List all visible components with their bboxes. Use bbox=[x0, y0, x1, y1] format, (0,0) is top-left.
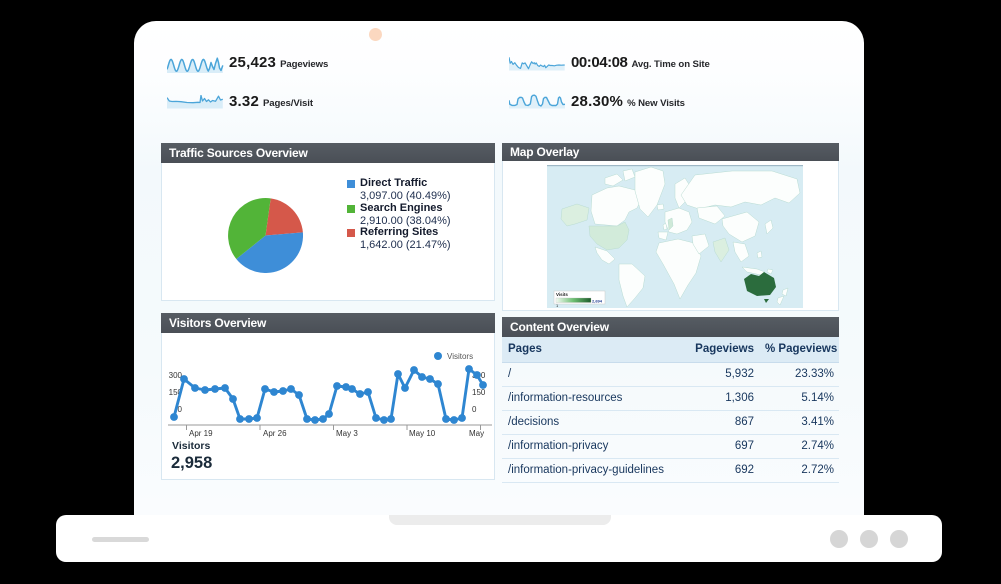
svg-text:150: 150 bbox=[472, 388, 486, 397]
svg-text:0: 0 bbox=[472, 405, 477, 414]
svg-text:May 3: May 3 bbox=[336, 429, 358, 438]
svg-text:2,694: 2,694 bbox=[592, 298, 603, 303]
svg-text:Visitors: Visitors bbox=[447, 352, 473, 361]
svg-text:May 10: May 10 bbox=[409, 429, 436, 438]
svg-text:Visits: Visits bbox=[556, 292, 568, 297]
svg-text:1: 1 bbox=[556, 303, 559, 308]
svg-text:Apr 26: Apr 26 bbox=[263, 429, 287, 438]
svg-text:300: 300 bbox=[169, 371, 183, 380]
svg-text:150: 150 bbox=[169, 388, 183, 397]
svg-text:0: 0 bbox=[178, 405, 183, 414]
svg-text:Apr 19: Apr 19 bbox=[189, 429, 213, 438]
svg-text:May: May bbox=[469, 429, 484, 438]
